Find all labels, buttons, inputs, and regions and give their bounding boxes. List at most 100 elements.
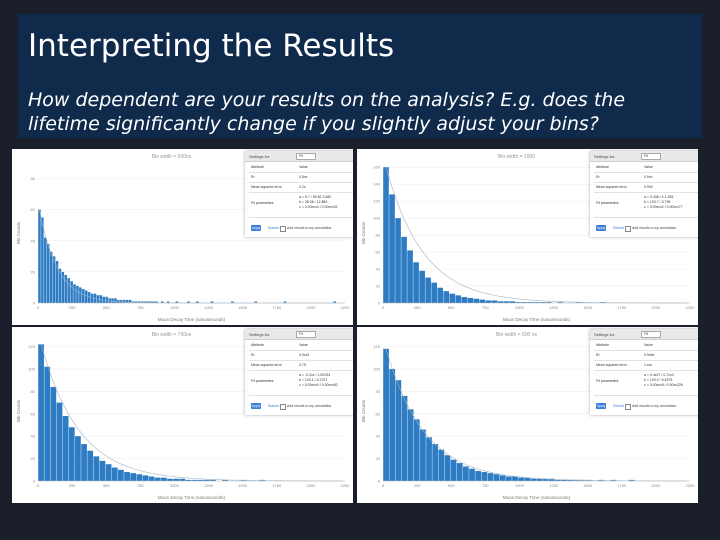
chart-panel: Bin width = 500ns 0 20 40 60 80 0 250 500 750 1000… — [12, 149, 353, 325]
settings-label: Settings for: — [594, 154, 616, 159]
y-tick-label: 80 — [376, 233, 381, 238]
histogram-bar — [567, 479, 574, 481]
histogram-bar — [70, 281, 73, 303]
table-row: Mean squared error 0.902 — [594, 183, 698, 193]
settings-select[interactable]: Fit — [641, 153, 661, 160]
row-attribute: Mean squared error — [251, 185, 282, 189]
histogram-bar — [493, 474, 500, 481]
histogram-bar — [87, 450, 94, 481]
x-tick-label: 0 — [382, 305, 385, 310]
y-tick-label: 80 — [376, 389, 381, 394]
row-value: 0.9x5x — [644, 353, 655, 357]
histogram-bar — [475, 470, 482, 481]
annotation-checkbox[interactable] — [280, 226, 286, 232]
histogram-bar — [38, 344, 44, 481]
row-attribute: R² — [251, 353, 255, 357]
submit-link[interactable]: Submit — [268, 404, 279, 408]
histogram-bar — [413, 262, 419, 303]
histogram-bar — [515, 302, 522, 303]
submit-link[interactable]: Submit — [613, 226, 624, 230]
histogram-bar — [395, 380, 402, 481]
histogram-bar — [425, 277, 431, 303]
x-tick-label: 500 — [448, 305, 455, 310]
histogram-bar — [512, 476, 518, 481]
histogram-bar — [75, 436, 81, 481]
histogram-bar — [187, 301, 190, 303]
settings-header: Settings for: Fit — [245, 151, 353, 162]
apply-button[interactable]: Apply — [251, 403, 261, 409]
row-attribute: Fit parameters — [596, 379, 619, 383]
settings-label: Settings for: — [249, 154, 271, 159]
submit-link[interactable]: Submit — [613, 404, 624, 408]
histogram-bar — [401, 236, 407, 303]
histogram-bar — [105, 464, 112, 481]
y-tick-label: 120 — [373, 344, 380, 349]
chart-svg: Bin width = 600 ns 0 20 40 60 80 100 120 0 250 500… — [361, 332, 695, 500]
x-axis-label: Muon Decay Time (nanoseconds) — [503, 495, 571, 500]
histogram-bar — [499, 475, 506, 481]
table-row: R² 0.9xx2 — [249, 351, 353, 361]
header-value: Value — [299, 165, 308, 169]
histogram-bar — [443, 291, 450, 303]
x-tick-label: 1500 — [238, 483, 248, 488]
x-axis-label: Muon Decay Time (nanoseconds) — [158, 317, 226, 322]
histogram-bar — [467, 297, 474, 303]
settings-label: Settings for: — [594, 332, 616, 337]
annotation-checkbox[interactable] — [280, 404, 286, 410]
table-row: R² 0.9xx — [594, 173, 698, 183]
histogram-bar — [99, 460, 106, 481]
histogram-bar — [497, 301, 504, 303]
x-tick-label: 500 — [448, 483, 455, 488]
apply-button[interactable]: Apply — [596, 403, 606, 409]
row-attribute: R² — [596, 175, 600, 179]
row-value: a = 5.7 / 99.82 2.682 b = 38.38 / 12.883… — [299, 195, 338, 209]
x-axis-label: Muon Decay Time (nanoseconds) — [158, 495, 226, 500]
histogram-bar — [503, 301, 510, 303]
fit-settings-popup: Settings for: Fit Attribute Value R² 0.9xx2 M… — [245, 329, 353, 415]
table-row: R² 0.9x5x — [594, 351, 698, 361]
histogram-bar — [557, 302, 564, 303]
row-attribute: Fit parameters — [251, 201, 274, 205]
apply-button[interactable]: Apply — [596, 225, 606, 231]
histogram-bar — [407, 409, 414, 481]
settings-select[interactable]: Fit — [296, 153, 316, 160]
histogram-bar — [449, 293, 456, 303]
histogram-bar — [52, 256, 56, 303]
row-value: 0.902 — [644, 185, 653, 189]
x-tick-label: 2250 — [341, 305, 351, 310]
table-header-row: Attribute Value — [249, 163, 353, 173]
submit-link[interactable]: Submit — [268, 226, 279, 230]
apply-button[interactable]: Apply — [251, 225, 261, 231]
y-tick-label: 20 — [376, 284, 381, 289]
histogram-bar — [87, 292, 91, 303]
chart-title: Bin width = 500ns — [152, 154, 192, 160]
histogram-bar — [539, 302, 546, 303]
histogram-bar — [148, 476, 155, 481]
row-value: 0.8xx — [299, 175, 308, 179]
x-tick-label: 500 — [103, 483, 110, 488]
x-tick-label: 1750 — [617, 483, 627, 488]
annotation-checkbox[interactable] — [625, 404, 631, 410]
settings-select[interactable]: Fit — [296, 331, 316, 338]
histogram-bar — [426, 437, 432, 481]
histogram-bar — [111, 298, 114, 303]
y-tick-label: 60 — [31, 411, 36, 416]
histogram-bar — [120, 299, 123, 303]
histogram-bar — [149, 301, 152, 303]
x-tick-label: 1250 — [204, 483, 214, 488]
slide-subtitle: How dependent are your results on the an… — [28, 89, 626, 135]
table-header-row: Attribute Value — [594, 341, 698, 351]
chart-panel: Bin width = 1000 0 20 40 60 80 100 120 140 160 0 25… — [357, 149, 698, 325]
histogram-bar — [389, 369, 396, 481]
histogram-bar — [62, 416, 69, 481]
row-attribute: Mean squared error — [251, 363, 282, 367]
x-tick-label: 500 — [103, 305, 110, 310]
histogram-bar — [395, 218, 401, 303]
table-row: Fit parameters a = -0.2xx / 1.00294 b = 1… — [249, 371, 353, 396]
annotation-checkbox[interactable] — [625, 226, 631, 232]
settings-select[interactable]: Fit — [641, 331, 661, 338]
histogram-bar — [222, 479, 229, 481]
histogram-bar — [134, 301, 138, 303]
fit-settings-popup: Settings for: Fit Attribute Value R² 0.8xx Me… — [245, 151, 353, 237]
histogram-bar — [167, 478, 173, 481]
